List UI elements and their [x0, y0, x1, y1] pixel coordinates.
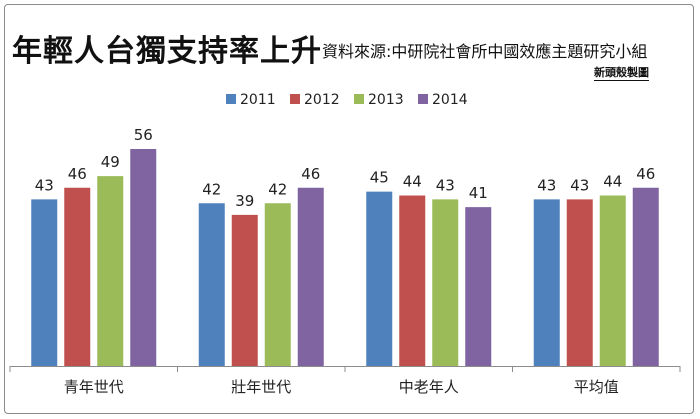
value-label-2013-4: 44 [603, 173, 622, 191]
bar-2014-2 [297, 187, 324, 366]
bar-2011-4 [533, 199, 560, 366]
value-label-2011-4: 43 [537, 176, 556, 194]
bar-2012-4 [566, 199, 593, 366]
bar-2011-2 [198, 203, 225, 366]
value-label-2013-3: 43 [436, 176, 455, 194]
legend-label-2013: 2013 [368, 92, 404, 108]
value-label-2012-2: 39 [235, 192, 254, 210]
value-label-2011-2: 42 [202, 180, 221, 198]
bar-2013-4 [599, 195, 626, 366]
legend-swatch-2012 [290, 94, 300, 104]
value-label-2011-3: 45 [370, 169, 389, 187]
legend-label-2014: 2014 [432, 92, 468, 108]
category-label-4: 平均值 [574, 378, 619, 396]
legend-swatch-2011 [226, 94, 236, 104]
value-label-2014-1: 56 [134, 126, 153, 144]
category-label-3: 中老年人 [399, 378, 459, 396]
legend-label-2011: 2011 [240, 92, 276, 108]
bar-2012-3 [399, 195, 426, 366]
bar-2012-1 [64, 187, 91, 366]
value-label-2014-4: 46 [636, 165, 655, 183]
value-label-2013-1: 49 [101, 153, 120, 171]
bar-2013-1 [97, 176, 124, 366]
category-label-2: 壯年世代 [231, 378, 291, 396]
legend-swatch-2014 [418, 94, 428, 104]
chart-title: 年輕人台獨支持率上升 [12, 34, 322, 69]
legend-label-2012: 2012 [304, 92, 340, 108]
value-label-2012-1: 46 [68, 165, 87, 183]
bar-2014-1 [130, 149, 157, 366]
value-label-2014-3: 41 [469, 184, 488, 202]
bar-2014-4 [632, 187, 659, 366]
chart-source: 資料來源:中研院社會所中國效應主題研究小組 [322, 42, 648, 61]
bar-2011-1 [31, 199, 58, 366]
value-label-2011-1: 43 [35, 176, 54, 194]
value-label-2013-2: 42 [268, 180, 287, 198]
value-label-2012-3: 44 [403, 173, 422, 191]
category-label-1: 青年世代 [64, 378, 124, 396]
bar-2012-2 [231, 214, 258, 366]
value-label-2012-4: 43 [570, 176, 589, 194]
value-label-2014-2: 46 [301, 165, 320, 183]
bar-2013-3 [432, 199, 459, 366]
bar-2014-3 [465, 207, 492, 366]
bar-2011-3 [366, 191, 393, 366]
legend-swatch-2013 [354, 94, 364, 104]
chart-credit: 新頭殼製圖 [594, 66, 649, 81]
bar-2013-2 [264, 203, 291, 366]
